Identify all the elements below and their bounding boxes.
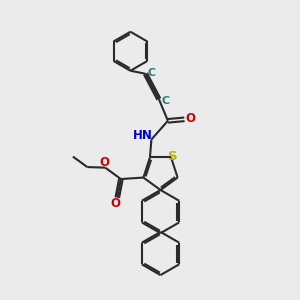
- Text: C: C: [161, 96, 169, 106]
- Text: S: S: [168, 150, 178, 163]
- Text: O: O: [185, 112, 195, 124]
- Text: O: O: [111, 196, 121, 210]
- Text: HN: HN: [133, 129, 153, 142]
- Text: O: O: [100, 156, 110, 169]
- Text: C: C: [148, 68, 156, 78]
